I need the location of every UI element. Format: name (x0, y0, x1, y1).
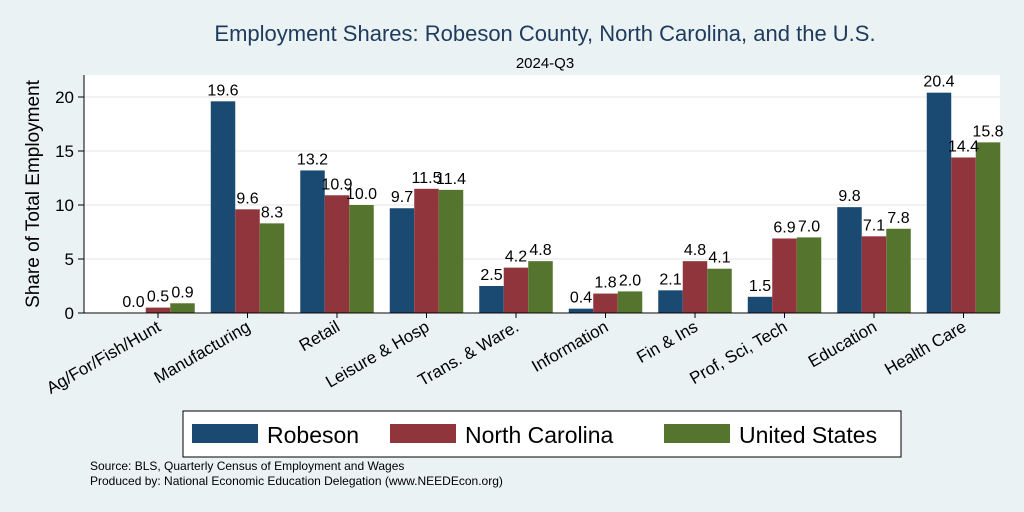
data-label: 2.1 (659, 271, 681, 288)
data-label: 7.8 (887, 210, 909, 227)
y-tick-label: 0 (65, 304, 74, 323)
source-note: Source: BLS, Quarterly Census of Employm… (90, 459, 405, 473)
data-label: 11.4 (436, 171, 466, 188)
data-label: 13.2 (297, 151, 328, 168)
data-label: 8.3 (261, 204, 283, 221)
bar-robeson-2 (300, 170, 325, 313)
data-label: 1.8 (594, 275, 616, 292)
legend-label: United States (739, 422, 877, 448)
legend: Robeson North Carolina United States (182, 410, 902, 458)
data-label: 9.8 (838, 188, 860, 205)
data-label: 0.0 (122, 294, 144, 311)
data-label: 9.7 (391, 189, 413, 206)
legend-box (182, 410, 902, 458)
bar-north-carolina-1 (235, 209, 260, 313)
legend-label: Robeson (267, 422, 359, 448)
bar-united-states-9 (975, 142, 1001, 313)
bar-united-states-8 (886, 228, 911, 313)
data-label: 7.1 (863, 217, 885, 234)
bar-robeson-1 (210, 101, 236, 313)
y-tick-label: 15 (55, 142, 74, 161)
x-tick-label: Health Care (881, 317, 969, 379)
data-label: 19.6 (207, 82, 238, 99)
bar-united-states-6 (707, 268, 732, 313)
data-label: 0.9 (171, 284, 193, 301)
bar-north-carolina-9 (951, 157, 976, 313)
x-tick-label: Information (528, 317, 611, 376)
data-label: 2.5 (480, 267, 502, 284)
x-tick-label: Retail (296, 317, 343, 355)
data-label: 4.8 (684, 242, 706, 259)
bar-north-carolina-4 (503, 267, 529, 313)
bar-united-states-4 (528, 261, 553, 313)
bar-north-carolina-5 (593, 293, 618, 313)
x-tick-label: Prof, Sci, Tech (686, 317, 790, 388)
data-label: 1.5 (749, 278, 771, 295)
data-label: 15.8 (972, 123, 1003, 140)
data-label: 10.0 (346, 186, 377, 203)
data-label: 11.5 (412, 170, 442, 187)
y-axis-label: Share of Total Employment (23, 79, 44, 307)
bar-united-states-0 (170, 303, 195, 313)
data-labels: 0.0 0.5 0.9 19.6 9.68.3 13.2 10.910.0 9.7 11.511… (122, 74, 1003, 311)
produced-by-note: Produced by: National Economic Education… (90, 474, 503, 488)
y-tick-label: 20 (55, 88, 74, 107)
bar-robeson-7 (747, 296, 773, 313)
bar-united-states-2 (349, 205, 374, 313)
data-label: 6.9 (773, 219, 795, 236)
x-tick-label: Fin & Ins (633, 317, 701, 367)
bar-north-carolina-6 (682, 261, 708, 313)
data-label: 7.0 (798, 218, 820, 235)
data-label: 4.1 (708, 250, 730, 267)
bar-robeson-9 (926, 92, 952, 314)
legend-label: North Carolina (465, 422, 613, 448)
x-tick-label: Ag/For/Fish/Hunt (43, 317, 164, 398)
bar-united-states-5 (617, 291, 643, 313)
bar-north-carolina-3 (414, 188, 439, 313)
data-label: 0.5 (147, 289, 169, 306)
x-tick-label: Manufacturing (151, 317, 254, 387)
y-tick-label: 10 (55, 196, 74, 215)
data-label: 4.8 (529, 242, 551, 259)
data-label: 4.2 (505, 249, 527, 266)
bar-robeson-8 (837, 207, 862, 313)
chart-subtitle: 2024-Q3 (516, 55, 574, 72)
data-label: 20.4 (923, 74, 954, 91)
data-label: 10.9 (321, 176, 352, 193)
legend-swatch (192, 424, 258, 443)
bar-robeson-4 (479, 286, 504, 313)
bar-north-carolina-2 (324, 195, 350, 313)
bar-united-states-7 (796, 237, 822, 313)
x-tick-label: Trans. & Ware. (415, 317, 522, 390)
data-label: 2.0 (619, 272, 641, 289)
bar-north-carolina-7 (772, 238, 797, 313)
bar-united-states-1 (259, 223, 285, 313)
data-label: 0.4 (570, 290, 592, 307)
bar-robeson-5 (568, 308, 594, 313)
y-tick-label: 5 (65, 250, 74, 269)
data-label: 9.6 (236, 190, 258, 207)
bars (145, 92, 1001, 314)
legend-swatch (664, 424, 730, 443)
bar-north-carolina-0 (145, 307, 171, 313)
bar-north-carolina-8 (861, 236, 887, 313)
bar-robeson-6 (658, 290, 683, 313)
legend-swatch (390, 424, 456, 443)
bar-united-states-3 (438, 189, 464, 313)
axes: 0 5 10 15 20 (55, 75, 1000, 323)
bar-robeson-3 (389, 208, 415, 313)
chart-title: Employment Shares: Robeson County, North… (214, 21, 875, 46)
data-label: 14.4 (948, 138, 979, 155)
x-tick-label: Education (805, 317, 880, 371)
